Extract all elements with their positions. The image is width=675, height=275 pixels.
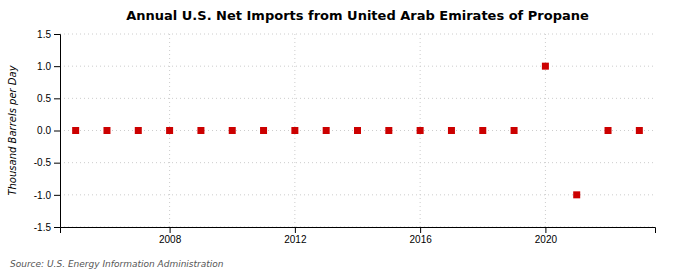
point [448, 127, 455, 134]
tick-mark [545, 227, 546, 233]
tick: 2008 [159, 227, 182, 245]
point [291, 127, 298, 134]
point [542, 63, 549, 70]
point [197, 127, 204, 134]
tick-label: 0.5 [37, 93, 51, 104]
point [229, 127, 236, 134]
tick: -1.5 [34, 222, 60, 233]
point [323, 127, 330, 134]
tick-label: 2020 [535, 234, 558, 245]
tick: -0.5 [34, 157, 60, 168]
point [417, 127, 424, 134]
point [511, 127, 518, 134]
point [354, 127, 361, 134]
grid-line [60, 66, 655, 67]
tick-label: 2016 [410, 234, 433, 245]
point [166, 127, 173, 134]
tick-label: 1.5 [37, 29, 51, 40]
tick: 0.5 [37, 93, 60, 104]
tick-mark [295, 227, 296, 233]
tick-label: -0.5 [34, 157, 52, 168]
tick-mark [54, 34, 60, 35]
tick-mark [54, 195, 60, 196]
point [135, 127, 142, 134]
tick-label: -1.0 [34, 190, 52, 201]
marks [72, 63, 643, 199]
tick-mark [54, 227, 60, 228]
x-axis: 2008 2012 2016 2020 [61, 227, 656, 245]
plot: 2008 2012 2016 2020 -1.5 -1.0 -0.5 0.0 0.5 1.0 1.5 [34, 29, 656, 245]
axis-line [61, 228, 656, 234]
tick-label: 1.0 [37, 61, 51, 72]
axis-line [54, 35, 61, 228]
y-axis-label: Thousand Barrels per Day [7, 64, 18, 195]
point [636, 127, 643, 134]
tick-mark [54, 131, 60, 132]
tick-mark [54, 98, 60, 99]
tick: -1.0 [34, 190, 60, 201]
source-note: Source: U.S. Energy Information Administ… [10, 259, 224, 269]
grid-line [60, 34, 655, 35]
tick-label: 2008 [159, 234, 182, 245]
tick-label: 0.0 [37, 125, 51, 136]
tick: 1.5 [37, 29, 60, 40]
grid-line [60, 98, 655, 99]
tick-label: -1.5 [34, 222, 52, 233]
point [260, 127, 267, 134]
grid-line [60, 194, 655, 195]
point [605, 127, 612, 134]
point [103, 127, 110, 134]
tick-mark [420, 227, 421, 233]
tick-mark [170, 227, 171, 233]
grid-line [60, 162, 655, 163]
tick: 2020 [535, 227, 558, 245]
point [385, 127, 392, 134]
point [573, 191, 580, 198]
tick: 2012 [284, 227, 307, 245]
tick: 1.0 [37, 61, 60, 72]
chart: 2008 2012 2016 2020 -1.5 -1.0 -0.5 0.0 0.5 1.0 1.5… [0, 0, 675, 275]
grid [60, 34, 655, 227]
tick: 2016 [410, 227, 433, 245]
y-axis: -1.5 -1.0 -0.5 0.0 0.5 1.0 1.5 [34, 29, 61, 233]
point [479, 127, 486, 134]
tick-mark [54, 163, 60, 164]
tick-label: 2012 [284, 234, 307, 245]
tick-mark [54, 66, 60, 67]
point [72, 127, 79, 134]
tick: 0.0 [37, 125, 60, 136]
title: Annual U.S. Net Imports from United Arab… [126, 8, 589, 23]
